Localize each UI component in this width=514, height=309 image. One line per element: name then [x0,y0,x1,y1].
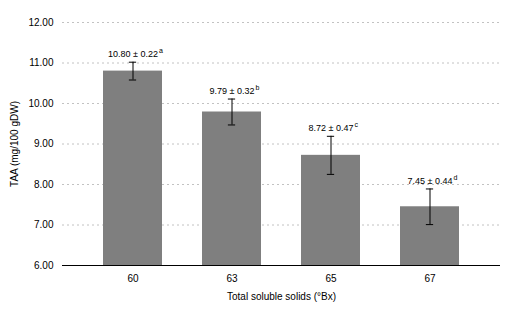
svg-text:b: b [255,84,259,91]
svg-text:60: 60 [127,273,139,284]
svg-text:6.00: 6.00 [34,260,54,271]
svg-text:65: 65 [325,273,337,284]
svg-text:67: 67 [424,273,436,284]
svg-text:TAA (mg/100 gDW): TAA (mg/100 gDW) [9,101,20,187]
svg-text:9.79 ± 0.32: 9.79 ± 0.32 [210,86,255,96]
svg-text:11.00: 11.00 [29,57,54,68]
svg-text:8.00: 8.00 [34,179,54,190]
svg-text:8.72 ± 0.47: 8.72 ± 0.47 [309,123,354,133]
svg-text:9.00: 9.00 [34,138,54,149]
svg-text:7.45 ± 0.44: 7.45 ± 0.44 [408,176,453,186]
svg-text:12.00: 12.00 [28,17,53,28]
svg-text:10.80 ± 0.22: 10.80 ± 0.22 [108,49,158,59]
svg-text:a: a [159,47,163,54]
svg-text:10.00: 10.00 [28,98,53,109]
svg-text:7.00: 7.00 [34,219,54,230]
svg-text:Total soluble solids (°Bx): Total soluble solids (°Bx) [227,291,336,302]
svg-text:c: c [354,121,358,128]
svg-text:d: d [453,174,457,181]
svg-text:63: 63 [226,273,238,284]
